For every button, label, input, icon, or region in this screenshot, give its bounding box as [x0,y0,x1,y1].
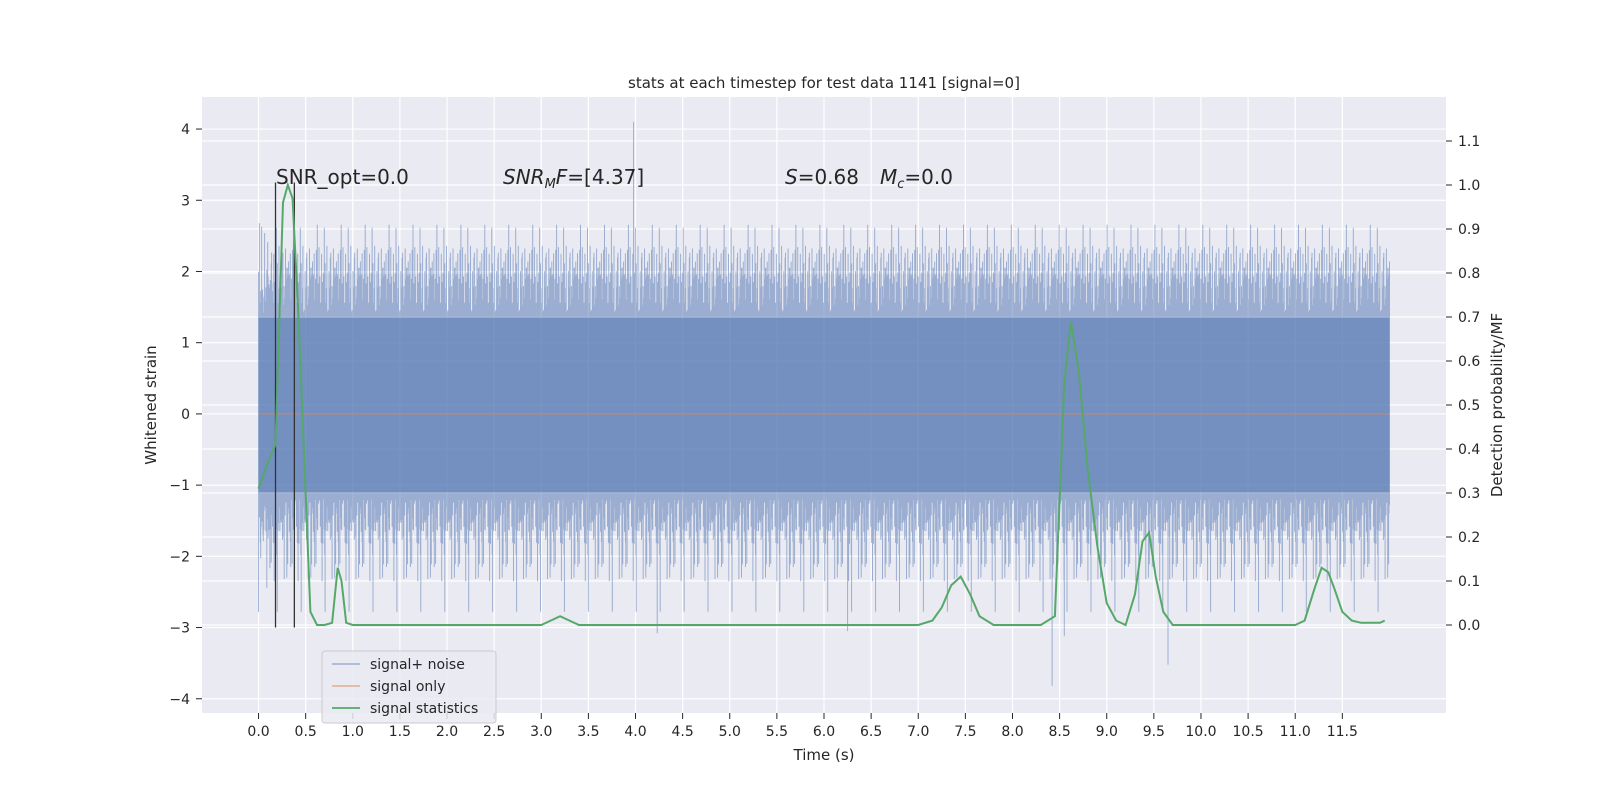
x-tick-label-20: 10.0 [1185,724,1216,740]
y2-tick-label-5: 0.5 [1458,398,1480,414]
y2-tick-label-9: 0.9 [1458,222,1480,238]
x-tick-label-7: 3.5 [577,724,599,740]
y-tick-label-4: 0 [181,407,190,423]
y2-tick-label-0: 0.0 [1458,618,1480,634]
annotations: SNR_opt=0.0 SNRMF=[4.37] S=0.68 Mc=0.0 [276,165,953,192]
mc-annotation: Mc=0.0 [880,165,953,192]
vertical-markers [274,182,296,628]
x-tick-label-4: 2.0 [436,724,458,740]
s-value: =0.68 [798,165,859,189]
x-tick-label-23: 11.5 [1327,724,1358,740]
legend-label-noise: signal+ noise [370,657,465,673]
y-tick-label-0: −4 [169,692,190,708]
x-tick-label-9: 4.5 [672,724,694,740]
x-tick-label-14: 7.0 [907,724,929,740]
x-tick-label-6: 3.0 [530,724,552,740]
y-tick-label-5: 1 [181,336,190,352]
x-tick-label-5: 2.5 [483,724,505,740]
y-tick-label-7: 3 [181,193,190,209]
x-tick-label-22: 11.0 [1280,724,1311,740]
x-tick-label-2: 1.0 [342,724,364,740]
signal-statistics-line [257,181,1386,627]
x-tick-label-10: 5.0 [719,724,741,740]
x-tick-label-16: 8.0 [1001,724,1023,740]
y2-tick-label-11: 1.1 [1458,134,1480,150]
y2-tick-label-2: 0.2 [1458,530,1480,546]
mc-symbol: M [880,165,897,189]
noise-trace [258,121,1390,686]
x-axis-label: Time (s) [793,746,855,764]
x-tick-label-0: 0.0 [247,724,269,740]
legend-label-signal: signal only [370,679,445,695]
y-tick-label-6: 2 [181,264,190,280]
chart-title: stats at each timestep for test data 114… [628,74,1020,92]
snr-mf-subscript: M [545,177,556,192]
y2-tick-label-8: 0.8 [1458,266,1480,282]
x-tick-label-13: 6.5 [860,724,882,740]
y2-axis-ticks: 0.0 0.1 0.2 0.3 0.4 0.5 0.6 0.7 0.8 0.9 1.0 1.1 [1446,134,1480,634]
y-tick-label-3: −1 [169,478,190,494]
y-axis-ticks: −4 −3 −2 −1 0 1 2 3 4 [169,122,202,708]
mc-value: =0.0 [904,165,953,189]
y2-tick-label-4: 0.4 [1458,442,1480,458]
s-symbol: S [785,165,798,189]
snr-mf-value: =[4.37] [567,165,644,189]
y2-tick-label-3: 0.3 [1458,486,1480,502]
x-axis-ticks: 0.0 0.5 1.0 1.5 2.0 2.5 3.0 3.5 4.0 4.5 5.0 5.5 6.0 6… [247,713,1358,740]
y2-axis-label: Detection probability/MF [1488,313,1506,497]
legend-label-stats: signal statistics [370,701,478,717]
legend-box [321,650,497,724]
x-tick-label-21: 10.5 [1233,724,1264,740]
x-tick-label-8: 4.0 [624,724,646,740]
y2-tick-label-7: 0.7 [1458,310,1480,326]
signal-noise-series [258,121,1390,686]
mc-subscript: c [897,177,904,192]
x-tick-label-18: 9.0 [1096,724,1118,740]
x-tick-label-11: 5.5 [766,724,788,740]
x-tick-label-19: 9.5 [1143,724,1165,740]
x-tick-label-12: 6.0 [813,724,835,740]
y-tick-label-8: 4 [181,122,190,138]
y-axis-label: Whitened strain [142,345,160,464]
snr-mf-symbol: SNR [503,165,545,189]
x-tick-label-1: 0.5 [295,724,317,740]
s-annotation: S=0.68 [785,165,859,189]
y2-tick-label-1: 0.1 [1458,574,1480,590]
x-tick-label-3: 1.5 [389,724,411,740]
signal-statistics-series [257,181,1386,627]
y2-tick-label-6: 0.6 [1458,354,1480,370]
snr-mf-tail: F [556,165,568,189]
snr-opt-annotation: SNR_opt=0.0 [276,165,409,189]
snr-mf-annotation: SNRMF=[4.37] [503,165,644,192]
y-tick-label-2: −2 [169,549,190,565]
y-tick-label-1: −3 [169,621,190,637]
legend: signal+ noise signal only signal statist… [321,650,497,724]
y2-tick-label-10: 1.0 [1458,178,1480,194]
x-tick-label-15: 7.5 [954,724,976,740]
x-tick-label-17: 8.5 [1048,724,1070,740]
